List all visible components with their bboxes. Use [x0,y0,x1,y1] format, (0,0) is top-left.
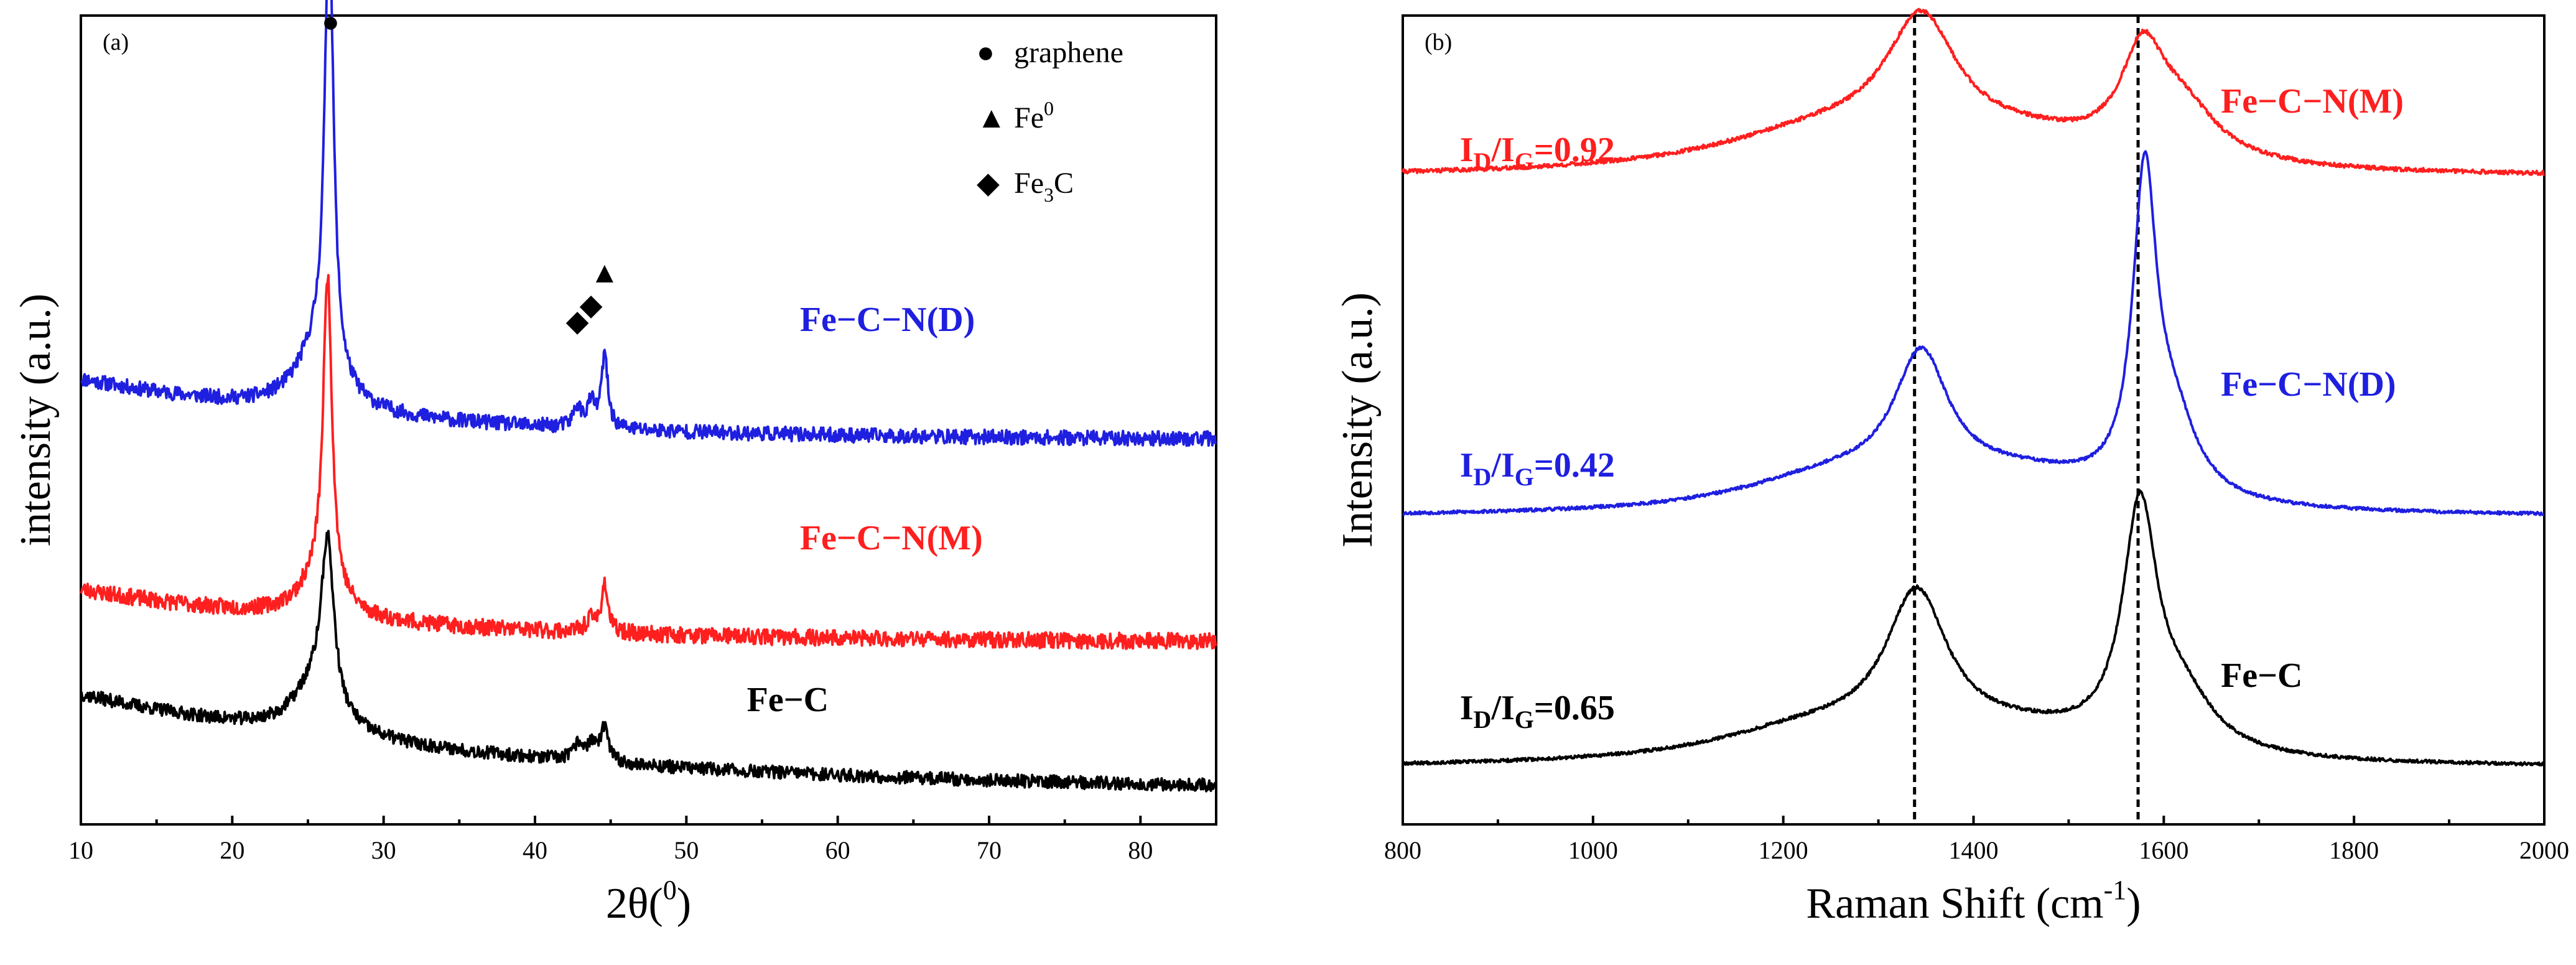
series-line [80,0,1217,447]
x-tick-label: 2000 [2519,836,2569,864]
intensity-ratio-label: ID/IG=0.65 [1460,689,1615,734]
series-line [1402,7,2546,176]
intensity-ratio-label: ID/IG=0.92 [1460,131,1615,175]
x-tick-label: 800 [1384,836,1421,864]
x-tick-label: 40 [523,836,547,864]
legend-label: graphene [1014,36,1123,69]
series-line [80,529,1217,793]
y-axis-label: intensity (a.u.) [12,294,60,546]
legend-marker: ● [977,36,995,69]
legend-label: Fe3C [1014,167,1074,206]
panel-tag: (b) [1425,29,1452,55]
x-tick-label: 10 [68,836,93,864]
panel-tag: (a) [103,29,129,55]
peak-marker: ● [322,6,340,39]
peak-marker: ◆ [566,305,589,338]
peak-marker: ▲ [590,256,620,289]
series-label: Fe−C [747,681,829,719]
x-tick-label: 50 [674,836,699,864]
plot-frame [80,14,1217,826]
series-label: Fe−C−N(M) [800,519,983,557]
series-label: Fe−C [2221,656,2302,695]
x-tick-label: 30 [371,836,396,864]
x-tick-label: 60 [825,836,850,864]
series-label: Fe−C−N(D) [800,301,975,339]
legend-marker: ▲ [977,101,1007,134]
y-axis-label: Intensity (a.u.) [1334,292,1382,548]
series-line [1402,150,2545,516]
x-tick-label: 80 [1128,836,1153,864]
intensity-ratio-label: ID/IG=0.42 [1460,446,1615,491]
series-line [80,274,1217,650]
legend-marker: ◆ [977,167,1000,200]
x-tick-label: 1600 [2139,836,2188,864]
x-axis-label: Raman Shift (cm-1) [1806,875,2141,928]
panel-a-xrd: 10 20 30 40 50 60 70 80 2θ(0) intensity (a.u.) (a)… [12,0,1217,928]
x-tick-label: 70 [977,836,1002,864]
series-label: Fe−C−N(D) [2221,365,2396,404]
x-tick-label: 1800 [2329,836,2379,864]
peak-marker: ◆ [580,289,603,322]
x-tick-label: 20 [220,836,244,864]
panel-b-raman: 800 1000 1200 1400 1600 1800 2000 Raman Shift (… [1334,7,2569,928]
x-tick-label: 1200 [1759,836,1808,864]
x-tick-label: 1400 [1949,836,1999,864]
legend-label: Fe0 [1014,97,1054,134]
series-label: Fe−C−N(M) [2221,82,2404,121]
x-axis-label: 2θ(0) [606,875,691,928]
series-line [1402,489,2546,767]
x-tick-label: 1000 [1568,836,1618,864]
